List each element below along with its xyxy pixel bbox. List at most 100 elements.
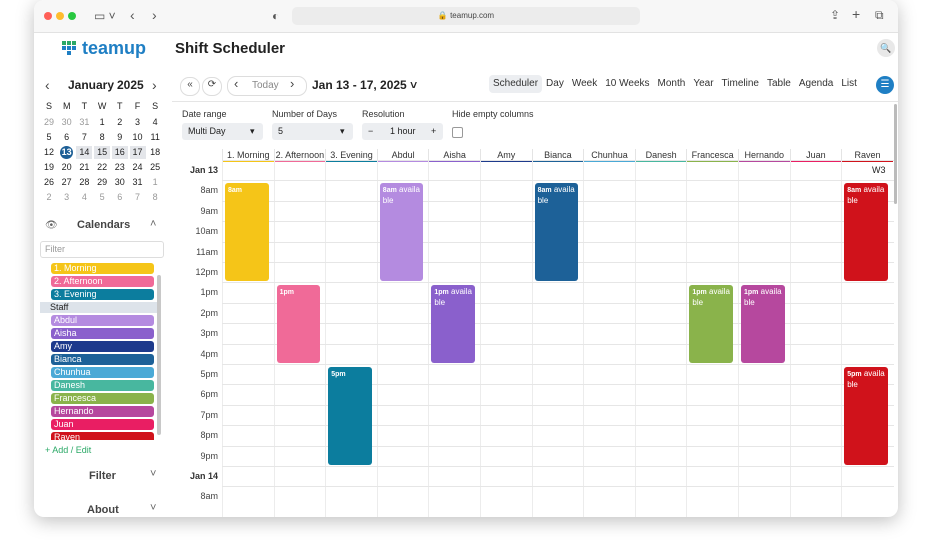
day[interactable]: 17: [129, 146, 146, 159]
share[interactable]: ⇪: [830, 8, 841, 22]
day[interactable]: 23: [114, 162, 125, 172]
day[interactable]: 19: [43, 162, 54, 172]
day[interactable]: 7: [81, 132, 87, 142]
calendar-item[interactable]: Aisha: [51, 328, 154, 339]
today[interactable]: Today: [252, 80, 279, 91]
zoom[interactable]: [68, 12, 76, 20]
day[interactable]: 24: [132, 162, 143, 172]
next[interactable]: ›: [290, 76, 295, 91]
day[interactable]: 8: [99, 132, 105, 142]
collapse[interactable]: ˄: [150, 218, 157, 230]
day[interactable]: 30: [61, 117, 72, 127]
calendar-item[interactable]: 3. Evening: [51, 289, 154, 300]
day[interactable]: 13: [60, 146, 74, 159]
day[interactable]: 2: [46, 192, 52, 202]
view-tab[interactable]: Month: [657, 78, 686, 89]
day[interactable]: 21: [79, 162, 90, 172]
day[interactable]: 12: [43, 147, 54, 157]
day[interactable]: 4: [152, 117, 158, 127]
day[interactable]: 14: [76, 146, 93, 159]
address-bar[interactable]: 🔒 teamup.com: [292, 7, 640, 25]
event[interactable]: 5pm: [328, 367, 372, 465]
view-tab[interactable]: Scheduler: [489, 75, 543, 93]
calendar-item[interactable]: 2. Afternoon: [51, 276, 154, 287]
view-tab[interactable]: Agenda: [798, 78, 834, 89]
prev-month[interactable]: ‹: [45, 77, 50, 93]
sidebar-toggle[interactable]: ▭ ˅: [94, 9, 116, 23]
close[interactable]: [44, 12, 52, 20]
menu[interactable]: ☰: [876, 76, 894, 94]
view-tab[interactable]: Timeline: [721, 78, 759, 89]
add-edit[interactable]: + Add / Edit: [45, 445, 92, 455]
day[interactable]: 1: [152, 177, 158, 187]
event[interactable]: 1pm available: [431, 285, 475, 363]
day[interactable]: 11: [150, 132, 160, 142]
tabs[interactable]: ⧉: [875, 8, 884, 22]
calendar-item[interactable]: Francesca: [51, 393, 154, 404]
expand[interactable]: ˅: [150, 502, 157, 514]
day[interactable]: 18: [150, 147, 161, 157]
day[interactable]: 5: [99, 192, 105, 202]
select[interactable]: 5 ▾: [272, 123, 353, 140]
view-tab[interactable]: Week: [571, 78, 598, 89]
refresh[interactable]: ⟳: [202, 77, 222, 96]
event[interactable]: 1pm: [276, 285, 321, 363]
event[interactable]: 8am available: [534, 183, 579, 282]
select[interactable]: Multi Day ▾: [182, 123, 263, 140]
day[interactable]: 10: [132, 132, 143, 142]
calendar-item[interactable]: Danesh: [51, 380, 154, 391]
day[interactable]: 6: [64, 132, 70, 142]
day[interactable]: 4: [81, 192, 87, 202]
calendar-item[interactable]: Amy: [51, 341, 154, 352]
calendar-item[interactable]: Hernando: [51, 406, 154, 417]
collapse-sidebar[interactable]: «: [180, 77, 200, 96]
day[interactable]: 3: [134, 117, 140, 127]
day[interactable]: 31: [132, 177, 143, 187]
back[interactable]: ‹: [130, 7, 135, 23]
day[interactable]: 20: [61, 162, 72, 172]
event[interactable]: 8am available: [379, 183, 424, 282]
calendar-item[interactable]: Chunhua: [51, 367, 154, 378]
event[interactable]: 8am: [225, 183, 269, 282]
calendar-item[interactable]: Abdul: [51, 315, 154, 326]
next-month[interactable]: ›: [152, 77, 157, 93]
calendar-item[interactable]: Bianca: [51, 354, 154, 365]
day[interactable]: 29: [43, 117, 54, 127]
date-range[interactable]: Jan 13 - 17, 2025 ˅: [312, 78, 418, 92]
day[interactable]: 25: [150, 162, 161, 172]
day[interactable]: 28: [79, 177, 90, 187]
filter-section[interactable]: Filter: [89, 470, 116, 482]
select[interactable]: − 1 hour +: [362, 123, 443, 140]
logo[interactable]: teamup: [82, 38, 147, 58]
minimize[interactable]: [56, 12, 64, 20]
view-tab[interactable]: Table: [766, 78, 791, 89]
view-tab[interactable]: Year: [693, 78, 714, 89]
day[interactable]: 9: [117, 132, 123, 142]
forward[interactable]: ›: [152, 7, 157, 23]
event[interactable]: 8am available: [844, 183, 888, 282]
day[interactable]: 22: [97, 162, 108, 172]
day[interactable]: 3: [64, 192, 70, 202]
day[interactable]: 16: [111, 146, 128, 159]
checkbox[interactable]: [452, 127, 463, 138]
event[interactable]: 1pm available: [689, 285, 733, 363]
calendar-item[interactable]: Raven: [51, 432, 154, 440]
calendar-item[interactable]: 1. Morning: [51, 263, 154, 274]
day[interactable]: 31: [79, 117, 90, 127]
calendar-group[interactable]: Staff: [40, 302, 158, 313]
view-tab[interactable]: Day: [546, 78, 564, 89]
event[interactable]: 5pm available: [844, 367, 888, 465]
day[interactable]: 7: [134, 192, 140, 202]
day[interactable]: 8: [152, 192, 158, 202]
about-section[interactable]: About: [87, 504, 119, 516]
day[interactable]: 1: [99, 117, 105, 127]
expand[interactable]: ˅: [150, 468, 157, 480]
increment[interactable]: +: [431, 126, 437, 136]
day[interactable]: 2: [117, 117, 123, 127]
decrement[interactable]: −: [368, 126, 374, 136]
calendar-item[interactable]: Juan: [51, 419, 154, 430]
eye-icon[interactable]: 👁: [45, 220, 58, 231]
day[interactable]: 26: [43, 177, 54, 187]
filter-input[interactable]: Filter: [40, 241, 164, 258]
day[interactable]: 30: [114, 177, 125, 187]
